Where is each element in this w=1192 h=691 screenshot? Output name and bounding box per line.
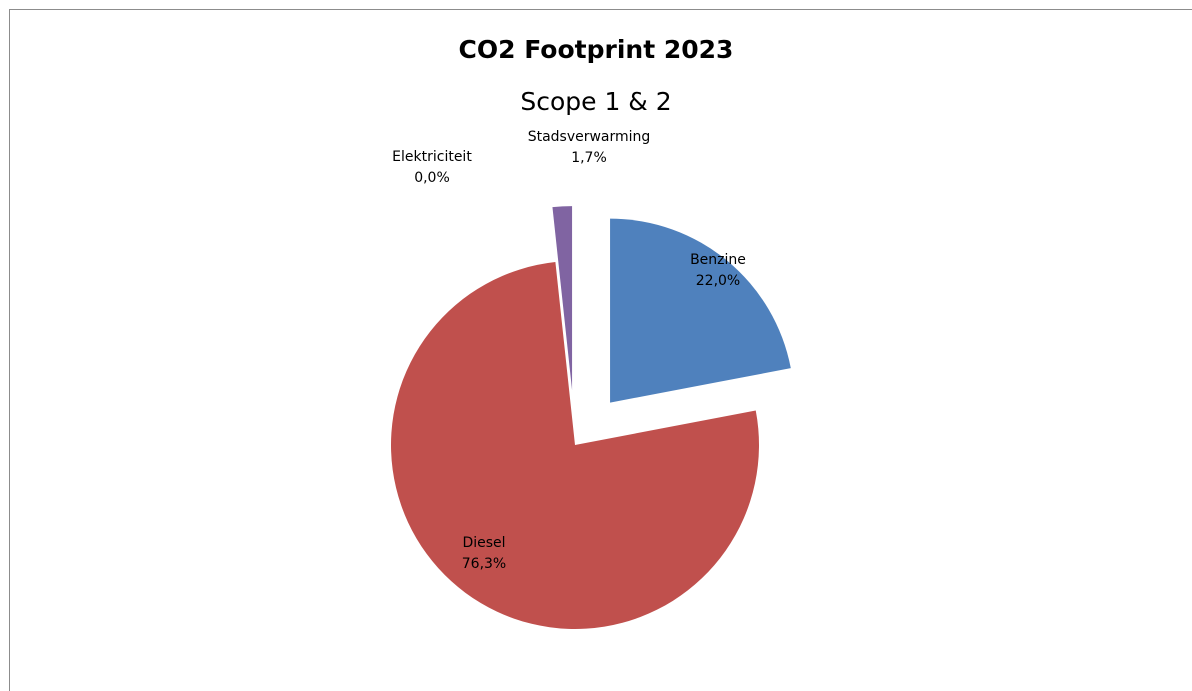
slice-label-benzine: Benzine: [690, 252, 746, 268]
slice-percent-diesel: 76,3%: [462, 556, 506, 572]
pie-slice-benzine: [610, 218, 791, 403]
chart-title: CO2 Footprint 2023: [459, 35, 734, 64]
chart-subtitle: Scope 1 & 2: [520, 87, 671, 116]
slice-percent-stadsverwarming: 1,7%: [571, 150, 607, 166]
slice-label-diesel: Diesel: [462, 535, 505, 551]
pie-slice-diesel: [390, 262, 759, 629]
pie-slice-stadsverwarming: [552, 206, 573, 391]
slice-percent-benzine: 22,0%: [696, 273, 740, 289]
pie-slices: [390, 206, 791, 629]
slice-label-stadsverwarming: Stadsverwarming: [528, 129, 651, 145]
slice-percent-elektriciteit: 0,0%: [414, 170, 450, 186]
slice-labels: Benzine 22,0% Diesel 76,3% Elektriciteit 0,0%…: [392, 129, 746, 572]
slice-label-elektriciteit: Elektriciteit: [392, 149, 472, 165]
